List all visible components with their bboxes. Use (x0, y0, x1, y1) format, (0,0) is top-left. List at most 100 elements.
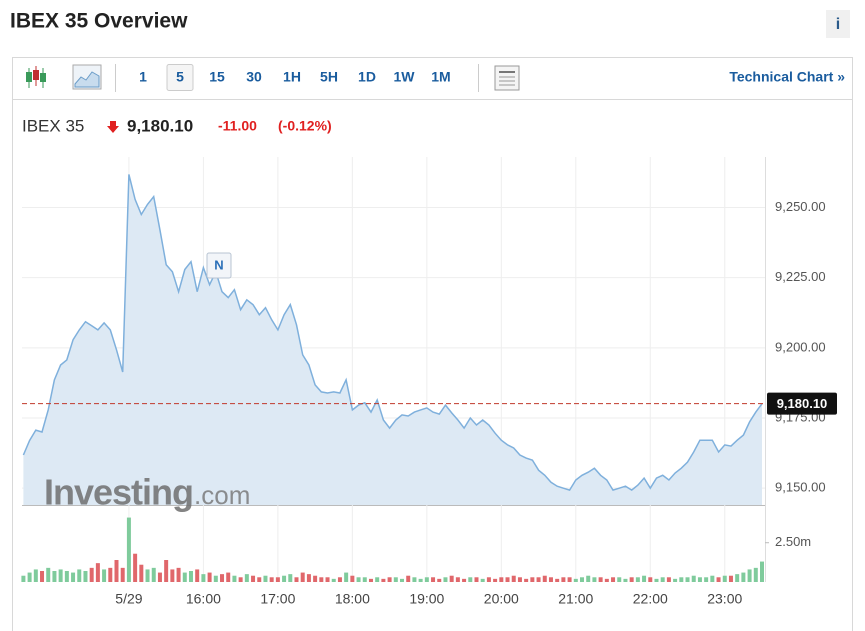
x-tick-label: 17:00 (260, 591, 295, 607)
volume-bar (666, 577, 671, 582)
volume-bar (573, 578, 578, 582)
page-title: IBEX 35 Overview (10, 10, 188, 33)
area-icon[interactable] (72, 64, 102, 90)
volume-bar (257, 577, 262, 582)
volume-bar (325, 577, 330, 582)
interval-button[interactable]: 5 (176, 69, 184, 85)
price-area (23, 174, 762, 505)
volume-bar (21, 575, 26, 582)
volume-bar (207, 572, 212, 582)
volume-bar (468, 577, 473, 582)
interval-button[interactable]: 1W (394, 69, 416, 85)
volume-bar (760, 561, 764, 582)
volume-bar (480, 578, 485, 582)
volume-bar (77, 569, 82, 582)
x-tick-label: 18:00 (335, 591, 370, 607)
volume-bar (251, 575, 256, 582)
volume-bar (331, 578, 336, 582)
interval-button[interactable]: 1D (358, 69, 376, 85)
news-marker[interactable] (206, 252, 232, 279)
volume-bar (46, 567, 51, 582)
volume-bar (710, 575, 715, 582)
interval-selected[interactable] (166, 64, 194, 91)
volume-bar (511, 575, 516, 582)
volume-bar (368, 578, 373, 582)
volume-bar (654, 578, 659, 582)
volume-bar (474, 577, 479, 582)
y-tick-label: 9,150.00 (775, 480, 826, 495)
volume-bar (83, 571, 88, 582)
volume-bar (71, 572, 76, 582)
volume-bar (517, 577, 522, 582)
volume-bar (753, 567, 758, 582)
volume-bar (629, 577, 634, 582)
volume-bar (548, 577, 553, 582)
volume-bar (151, 567, 156, 582)
volume-bar (412, 577, 417, 582)
volume-bar (201, 574, 206, 582)
volume-bar (592, 577, 597, 582)
x-tick-label: 21:00 (558, 591, 593, 607)
interval-button[interactable]: 1M (431, 69, 450, 85)
x-tick-label: 20:00 (484, 591, 519, 607)
y-tick-label: 9,225.00 (775, 269, 826, 284)
volume-bar (561, 577, 566, 582)
last-price-label: 9,180.10 (777, 396, 828, 411)
interval-button[interactable]: 1 (139, 69, 147, 85)
volume-bar (362, 577, 367, 582)
volume-bar (64, 571, 69, 582)
volume-bar (437, 578, 442, 582)
volume-bar (648, 577, 653, 582)
y-tick-label: 9,250.00 (775, 199, 826, 214)
x-tick-label: 5/29 (115, 591, 142, 607)
volume-bar (269, 577, 274, 582)
interval-button[interactable]: 1H (283, 69, 301, 85)
volume-bar (157, 572, 162, 582)
table-icon[interactable] (494, 65, 520, 91)
volume-bar (102, 569, 107, 582)
candle-icon[interactable] (26, 66, 46, 88)
volume-bar (300, 572, 305, 582)
widget-frame (12, 57, 853, 631)
volume-bar (443, 577, 448, 582)
volume-bar (288, 574, 293, 582)
news-marker-label[interactable]: N (214, 257, 223, 272)
volume-bar (704, 577, 709, 582)
volume-bar (263, 575, 268, 582)
volume-bar (635, 577, 640, 582)
volume-bar (164, 560, 169, 582)
volume-bar (375, 577, 380, 582)
volume-bar (400, 578, 405, 582)
volume-bar (182, 572, 187, 582)
volume-bar (145, 569, 150, 582)
volume-bar (542, 575, 547, 582)
interval-button[interactable]: 30 (246, 69, 262, 85)
down-arrow (107, 121, 119, 133)
volume-bar (660, 577, 665, 582)
price-line (22, 174, 763, 492)
volume-bar (133, 553, 138, 582)
volume-bar (455, 577, 460, 582)
volume-bar (536, 577, 541, 582)
interval-button[interactable]: 15 (209, 69, 225, 85)
volume-bar (114, 560, 119, 582)
interval-button[interactable]: 5H (320, 69, 338, 85)
volume-bar (524, 578, 529, 582)
volume-bar (387, 577, 392, 582)
volume-bar (735, 574, 740, 582)
technical-chart-link[interactable]: Technical Chart » (729, 69, 845, 85)
volume-bar (226, 572, 231, 582)
volume-bar (747, 569, 752, 582)
x-tick-label: 16:00 (186, 591, 221, 607)
volume-bar (120, 567, 125, 582)
volume-bar (406, 575, 411, 582)
volume-bar (126, 517, 131, 582)
volume-bar (431, 577, 436, 582)
volume-bar (697, 577, 702, 582)
info-button[interactable] (826, 10, 850, 38)
volume-bar (611, 577, 616, 582)
info-icon[interactable]: i (836, 16, 840, 33)
volume-bar (691, 575, 696, 582)
volume-bar (685, 577, 690, 582)
